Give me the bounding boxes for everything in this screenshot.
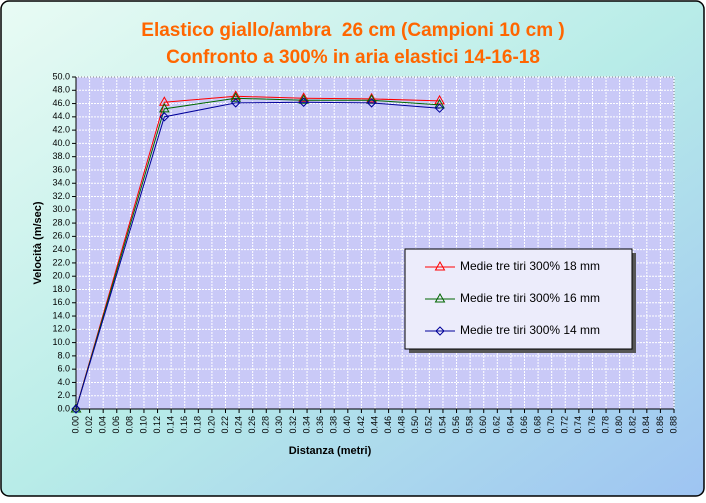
series-line [75, 95, 440, 410]
x-tick-label: 0.66 [519, 416, 529, 434]
x-tick-label: 0.40 [342, 416, 352, 434]
chart-title: Confronto a 300% in aria elastici 14-16-… [166, 47, 540, 68]
y-tick-label: 26.0 [52, 231, 70, 241]
marker [298, 94, 310, 104]
legend-label: Medie tre tiri 300% 16 mm [460, 291, 600, 305]
y-tick-label: 10.0 [52, 337, 70, 347]
y-tick-label: 28.0 [52, 217, 70, 227]
marker [159, 112, 170, 122]
marker [70, 402, 82, 413]
x-tick-label: 0.06 [111, 416, 121, 434]
x-tick-label: 0.30 [274, 416, 284, 434]
x-tick-label: 0.46 [383, 416, 393, 434]
y-tick-label: 2.0 [57, 390, 70, 400]
y-tick-label: 20.0 [52, 271, 70, 281]
y-tick-label: 0.0 [57, 403, 70, 413]
x-tick-label: 0.50 [410, 416, 420, 434]
x-tick-label: 0.52 [424, 416, 434, 434]
x-tick-label: 0.12 [152, 416, 162, 434]
marker [71, 404, 81, 414]
x-tick-label: 0.22 [220, 416, 230, 434]
y-tick-label: 18.0 [52, 284, 70, 294]
x-tick-label: 0.76 [587, 416, 597, 434]
x-tick-label: 0.26 [247, 416, 257, 434]
legend-label: Medie tre tiri 300% 14 mm [460, 323, 600, 337]
x-tick-label: 0.80 [614, 416, 624, 434]
x-tick-label: 0.64 [505, 416, 515, 434]
x-tick-label: 0.74 [573, 416, 583, 434]
x-tick-label: 0.82 [628, 416, 638, 434]
marker [158, 102, 170, 113]
x-tick-label: 0.16 [179, 416, 189, 434]
x-tick-label: 0.58 [465, 416, 475, 434]
x-tick-label: 0.10 [138, 416, 148, 434]
legend-marker [434, 260, 446, 271]
x-tick-label: 0.42 [356, 416, 366, 434]
y-tick-label: 38.0 [52, 151, 70, 161]
marker [298, 97, 309, 107]
x-tick-label: 0.34 [301, 416, 311, 434]
series-line [75, 97, 440, 410]
x-tick-label: 0.18 [193, 416, 203, 434]
x-tick-label: 0.72 [560, 416, 570, 434]
y-tick-label: 34.0 [52, 178, 70, 188]
y-tick-label: 44.0 [52, 111, 70, 121]
y-axis-label: Velocità (m/sec) [32, 201, 44, 284]
x-tick-label: 0.24 [233, 416, 243, 434]
x-tick-label: 0.60 [478, 416, 488, 434]
y-tick-label: 16.0 [52, 297, 70, 307]
y-tick-label: 8.0 [57, 350, 70, 360]
marker [366, 92, 377, 103]
x-tick-label: 0.32 [288, 416, 298, 434]
x-tick-label: 0.44 [369, 416, 379, 434]
x-tick-label: 0.20 [206, 416, 216, 434]
x-tick-label: 0.04 [98, 416, 108, 434]
x-tick-label: 0.70 [546, 416, 556, 434]
legend-marker [434, 292, 446, 303]
marker [366, 98, 377, 108]
marker [434, 103, 445, 113]
x-tick-label: 0.86 [655, 416, 665, 434]
x-tick-label: 0.08 [125, 416, 135, 434]
chart-title: Elastico giallo/ambra 26 cm (Campioni 10… [141, 20, 564, 41]
marker [230, 98, 241, 108]
x-tick-label: 0.84 [641, 416, 651, 434]
y-tick-label: 32.0 [52, 191, 70, 201]
y-tick-label: 12.0 [52, 324, 70, 334]
series-line [75, 101, 440, 410]
x-tick-label: 0.56 [451, 416, 461, 434]
y-tick-label: 40.0 [52, 138, 70, 148]
x-tick-label: 0.68 [532, 416, 542, 434]
x-tick-label: 0.02 [84, 416, 94, 434]
y-tick-label: 6.0 [57, 364, 70, 374]
legend-label: Medie tre tiri 300% 18 mm [460, 259, 600, 273]
y-tick-label: 36.0 [52, 164, 70, 174]
y-tick-label: 50.0 [52, 71, 70, 81]
x-tick-label: 0.38 [329, 416, 339, 434]
x-tick-label: 0.00 [70, 416, 80, 434]
marker [298, 92, 310, 102]
x-tick-label: 0.36 [315, 416, 325, 434]
y-tick-label: 42.0 [52, 124, 70, 134]
x-tick-label: 0.48 [397, 416, 407, 434]
y-tick-label: 30.0 [52, 204, 70, 214]
x-tick-label: 0.28 [261, 416, 271, 434]
x-tick-label: 0.78 [600, 416, 610, 434]
marker [230, 92, 242, 102]
y-tick-label: 4.0 [57, 377, 70, 387]
y-tick-label: 22.0 [52, 257, 70, 267]
x-tick-label: 0.54 [437, 416, 447, 434]
y-tick-label: 48.0 [52, 85, 70, 95]
x-tick-label: 0.88 [668, 416, 678, 434]
y-tick-label: 24.0 [52, 244, 70, 254]
x-tick-label: 0.14 [166, 416, 176, 434]
legend-marker [435, 326, 445, 336]
x-tick-label: 0.62 [492, 416, 502, 434]
y-tick-label: 14.0 [52, 310, 70, 320]
x-axis-label: Distanza (metri) [289, 445, 372, 457]
y-tick-label: 46.0 [52, 98, 70, 108]
marker [158, 96, 170, 106]
